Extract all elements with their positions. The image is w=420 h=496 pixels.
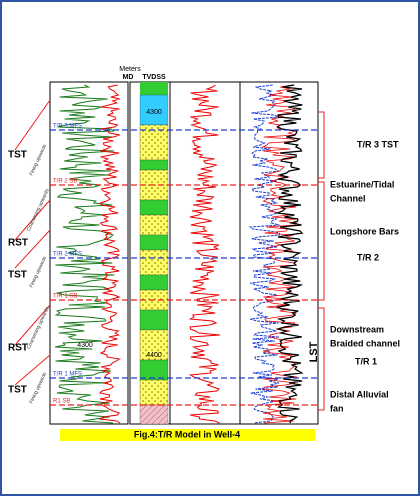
lithology (139, 309, 169, 331)
content: T/R 3 MFS T/R 2 SB T/R 2 MFS T/R 1 SB T/R 1 … (8, 82, 400, 425)
trend-arrow (14, 199, 51, 241)
systems-tract: RST (8, 238, 28, 249)
lithology (139, 159, 169, 171)
trend-arrow (14, 229, 51, 269)
bracket (318, 111, 325, 179)
trend-arrow (14, 304, 51, 346)
trend-arrow (14, 354, 51, 386)
lithology (139, 214, 169, 236)
surface-label: T/R 3 MFS (53, 124, 82, 130)
header-md: MD (123, 74, 134, 81)
surface-label: T/R 1 MFS (53, 372, 82, 378)
interpretation: Estuarine/Tidal (330, 179, 394, 189)
log-curve (188, 84, 221, 424)
track-gr (49, 81, 129, 425)
log-curve (275, 84, 304, 424)
surface-label: T/R 2 MFS (53, 252, 82, 258)
log-curve (98, 84, 121, 424)
lst-label: LST (308, 341, 320, 362)
depth-label: 4400 (146, 352, 162, 359)
lithology (139, 329, 169, 361)
interpretation: T/R 2 (357, 252, 379, 262)
interpretation: Longshore Bars (330, 226, 399, 236)
systems-tract: TST (8, 270, 27, 281)
depth-label: 4300 (77, 342, 93, 349)
log-curve (54, 84, 115, 424)
lithology (139, 234, 169, 251)
interpretation: fan (330, 403, 344, 413)
caption: Fig.4:T/R Model in Well-4 (134, 429, 240, 439)
lithology (139, 249, 169, 276)
lithology (139, 359, 169, 381)
systems-tract: RST (8, 343, 28, 354)
interpretation: Distal Alluvial (330, 389, 389, 399)
lithology (139, 199, 169, 216)
bracket (318, 181, 325, 301)
surface-label: T/R 2 SB (53, 179, 77, 185)
trend-arrow (14, 99, 51, 151)
lithology (139, 124, 169, 161)
surface-label: R1 SB (53, 399, 70, 405)
caption-bar (60, 429, 315, 441)
interpretation: Channel (330, 193, 366, 203)
track-density (239, 81, 319, 425)
lith-top (140, 82, 168, 95)
lithology (139, 379, 169, 406)
header-tvdss: TVDSS (142, 74, 166, 81)
bracket (318, 307, 325, 411)
interpretation: T/R 1 (355, 356, 377, 366)
systems-tract: TST (8, 150, 27, 161)
lithology (139, 94, 169, 126)
depth-label: 4300 (146, 109, 162, 116)
header-unit: Meters (119, 66, 141, 73)
lithology (139, 404, 169, 425)
interpretation: Braided channel (330, 338, 400, 348)
interpretation: Downstream (330, 324, 384, 334)
surface-label: T/R 1 SB (53, 294, 77, 300)
lithology (139, 274, 169, 291)
log-curve (248, 84, 281, 424)
interpretation: T/R 3 TST (357, 139, 399, 149)
systems-tract: TST (8, 385, 27, 396)
